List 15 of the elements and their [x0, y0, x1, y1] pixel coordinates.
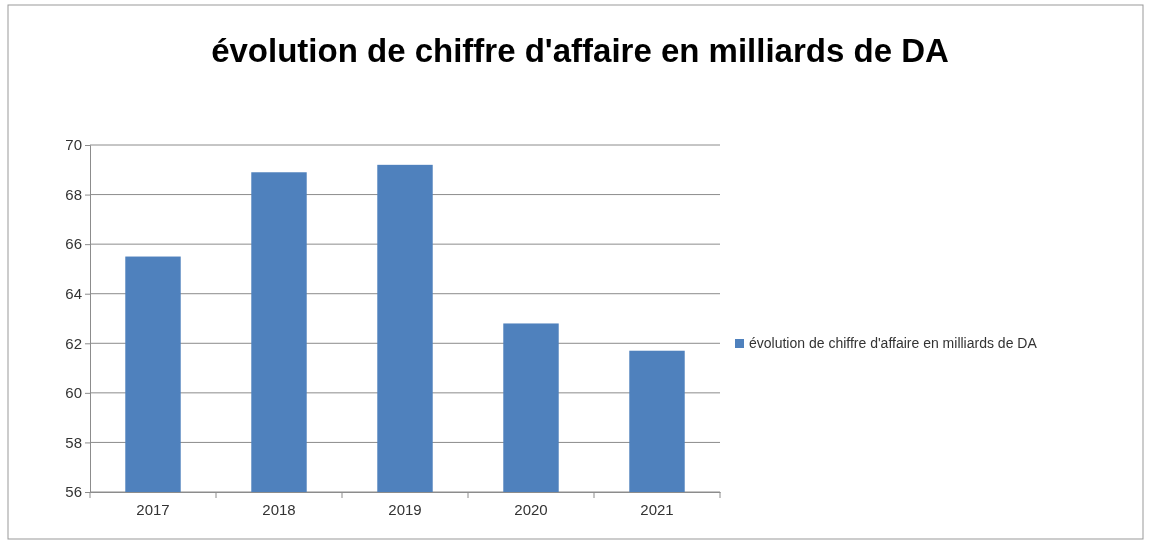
x-tick-label: 2020 — [514, 500, 548, 518]
y-tick-label: 56 — [65, 483, 82, 501]
x-tick-label: 2018 — [262, 500, 296, 518]
y-tick-label: 58 — [65, 433, 82, 451]
x-tick-label: 2017 — [136, 500, 170, 518]
x-tick-label: 2021 — [640, 500, 674, 518]
y-tick-label: 60 — [65, 384, 82, 402]
legend-label: évolution de chiffre d'affaire en milliards de DA — [749, 335, 1038, 351]
chart-title: évolution de chiffre d'affaire en milliards de DA — [211, 32, 949, 69]
y-tick-label: 70 — [65, 136, 82, 154]
x-tick-label: 2019 — [388, 500, 422, 518]
y-tick-label: 64 — [65, 285, 82, 303]
y-tick-label: 62 — [65, 334, 82, 352]
y-tick-label: 66 — [65, 235, 82, 253]
y-tick-label: 68 — [65, 185, 82, 203]
